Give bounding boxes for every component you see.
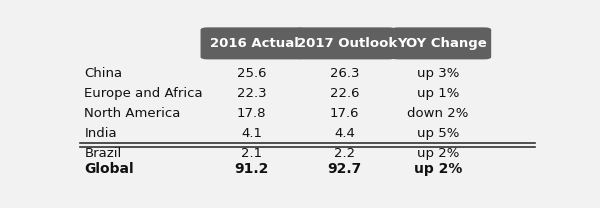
Text: 22.3: 22.3: [237, 87, 266, 100]
Text: up 2%: up 2%: [413, 162, 462, 176]
Text: up 1%: up 1%: [416, 87, 459, 100]
Text: India: India: [84, 127, 117, 140]
Text: Brazil: Brazil: [84, 147, 122, 160]
Text: 25.6: 25.6: [237, 67, 266, 80]
Text: 91.2: 91.2: [235, 162, 269, 176]
Text: 2017 Outlook: 2017 Outlook: [297, 37, 397, 50]
Text: up 3%: up 3%: [416, 67, 459, 80]
Text: 17.8: 17.8: [237, 107, 266, 120]
FancyBboxPatch shape: [391, 27, 491, 59]
Text: Europe and Africa: Europe and Africa: [84, 87, 203, 100]
Text: Global: Global: [84, 162, 134, 176]
Text: 2.1: 2.1: [241, 147, 262, 160]
Text: 4.4: 4.4: [334, 127, 355, 140]
Text: 4.1: 4.1: [241, 127, 262, 140]
Text: 22.6: 22.6: [330, 87, 359, 100]
Text: North America: North America: [84, 107, 181, 120]
Text: 2016 Actual: 2016 Actual: [209, 37, 298, 50]
Text: 92.7: 92.7: [328, 162, 362, 176]
Text: 2.2: 2.2: [334, 147, 355, 160]
FancyBboxPatch shape: [296, 27, 396, 59]
Text: up 5%: up 5%: [416, 127, 459, 140]
Text: YOY Change: YOY Change: [397, 37, 487, 50]
Text: up 2%: up 2%: [416, 147, 459, 160]
Text: 26.3: 26.3: [330, 67, 359, 80]
FancyBboxPatch shape: [200, 27, 305, 59]
Text: 17.6: 17.6: [330, 107, 359, 120]
Text: China: China: [84, 67, 122, 80]
Text: down 2%: down 2%: [407, 107, 469, 120]
